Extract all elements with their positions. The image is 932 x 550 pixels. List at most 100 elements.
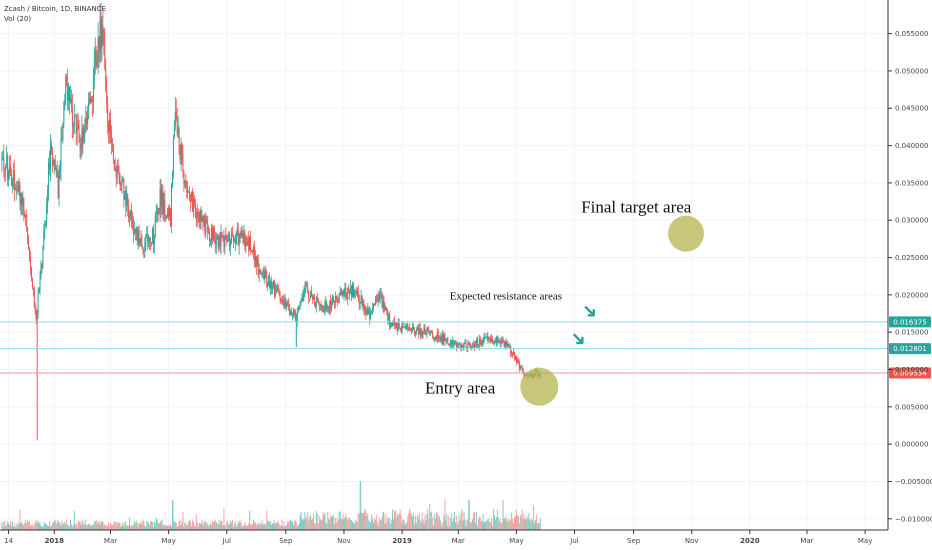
volume-bar: [231, 520, 233, 530]
volume-bar: [151, 522, 153, 530]
volume-bar: [163, 523, 165, 530]
candle-body: [129, 216, 131, 218]
candle-body: [80, 145, 82, 149]
volume-bar: [306, 516, 308, 530]
volume-bar: [453, 517, 455, 530]
candle-body: [87, 109, 89, 124]
volume-bar: [122, 521, 124, 530]
candle-body: [461, 344, 463, 348]
volume-bar: [130, 525, 132, 530]
time-axis[interactable]: 14 2018 Mar May Jul Sep Nov 2019 Mar May Jul Sep Nov…: [0, 529, 888, 545]
candle-body: [412, 326, 414, 332]
volume-bar: [62, 522, 64, 530]
volume-bar: [247, 525, 249, 530]
candle-body: [440, 337, 442, 342]
volume-bar: [227, 521, 229, 530]
volume-bar: [350, 520, 352, 530]
arrow-head: [587, 309, 595, 317]
candle-body: [96, 60, 98, 68]
volume-bar: [386, 521, 388, 530]
volume-bar: [401, 522, 403, 530]
volume-bar: [90, 525, 92, 530]
candle-body: [74, 115, 76, 117]
volume-bar: [464, 519, 466, 530]
volume-bar: [231, 522, 233, 530]
volume-bar: [38, 523, 40, 530]
candle-body: [185, 180, 187, 186]
grid: [0, 0, 888, 530]
price-axis[interactable]: 0.016375 0.012801 0.009534 −0.010000 −0.0050…: [887, 0, 932, 530]
volume-indicator-label[interactable]: Vol (20): [4, 15, 32, 23]
volume-bar: [21, 522, 23, 530]
volume-bar: [242, 526, 244, 530]
candle-body: [144, 243, 146, 251]
volume-bar: [240, 520, 242, 530]
candle-body: [486, 335, 488, 338]
volume-bar: [91, 523, 93, 530]
candle-body: [2, 157, 4, 159]
candle-body: [183, 171, 185, 185]
volume-bar: [59, 522, 61, 530]
candle-body: [348, 287, 350, 293]
volume-bar: [428, 519, 430, 530]
price-tick-label: 0.055000: [895, 30, 928, 38]
volume-bar: [438, 515, 440, 530]
volume-bar: [215, 522, 217, 530]
candle-body: [280, 299, 282, 300]
candle-body: [503, 340, 505, 346]
annotation-2: Entry area: [425, 378, 496, 397]
candle-body: [426, 327, 428, 335]
volume-bar: [29, 525, 31, 530]
volume-bar: [212, 521, 214, 530]
volume-bar: [147, 522, 149, 530]
candle-body: [234, 239, 236, 245]
volume-bar: [316, 513, 318, 530]
volume-spike: [171, 500, 174, 530]
volume-bar: [221, 520, 223, 530]
volume-bar: [372, 523, 374, 530]
candle-body: [367, 308, 369, 315]
volume-bar: [178, 521, 180, 530]
candle-body: [516, 360, 518, 363]
volume-bar: [241, 526, 243, 530]
candle-body: [339, 292, 341, 296]
volume-bar: [471, 522, 473, 530]
volume-bar: [243, 525, 245, 530]
candle-body: [113, 161, 115, 170]
volume-bar: [398, 513, 400, 530]
volume-bar: [272, 522, 274, 530]
candle-body: [312, 296, 314, 299]
candle-body: [66, 76, 68, 83]
volume-spike: [468, 500, 470, 530]
volume-bar: [420, 522, 422, 530]
volume-bar: [346, 517, 348, 530]
candle-body: [116, 164, 118, 178]
volume-bar: [189, 519, 191, 530]
volume-bar: [315, 510, 317, 530]
volume-bar: [50, 525, 52, 530]
volume-bar: [238, 520, 240, 530]
candle-body: [210, 240, 212, 242]
volume-bar: [138, 522, 140, 530]
candle-body: [258, 268, 260, 275]
price-label-box: [889, 316, 931, 328]
volume-bar: [311, 519, 313, 530]
candle-body: [122, 178, 124, 180]
candle-body: [218, 236, 220, 248]
candle-body: [103, 31, 105, 45]
volume-bar: [345, 513, 347, 530]
volume-bar: [10, 525, 12, 530]
candle-body: [41, 264, 43, 268]
volume-bar: [520, 514, 522, 530]
symbol-title[interactable]: Zcash / Bitcoin, 1D, BINANCE: [4, 5, 107, 13]
volume-bar: [338, 511, 340, 530]
volume-bar: [455, 515, 457, 530]
candle-body: [30, 267, 32, 278]
candle-body: [429, 331, 431, 334]
candle-body: [391, 322, 393, 327]
candle-body: [233, 239, 235, 242]
candle-body: [481, 342, 483, 345]
candle-body: [293, 310, 295, 312]
volume-bar: [57, 520, 59, 530]
